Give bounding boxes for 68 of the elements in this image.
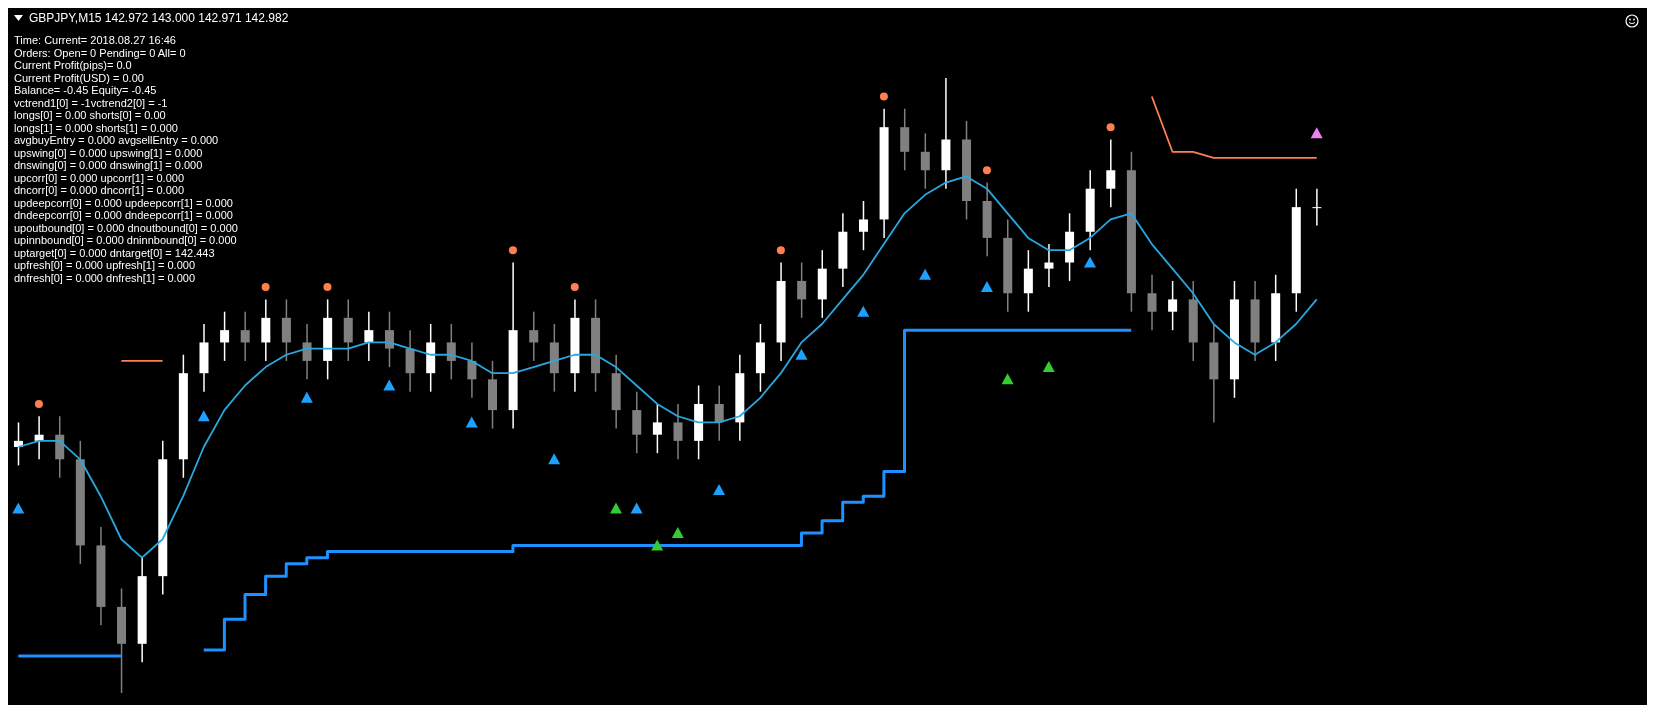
candlestick bbox=[797, 261, 807, 319]
point bbox=[919, 268, 932, 280]
point bbox=[671, 527, 684, 539]
candlestick bbox=[1168, 280, 1178, 331]
annotation: dnswing[0] = 0.000 dnswing[1] = 0.000 bbox=[14, 159, 204, 172]
point bbox=[1083, 256, 1096, 268]
annotation: upinnbound[0] = 0.000 dninnbound[0] = 0.000 bbox=[14, 234, 238, 247]
point bbox=[980, 281, 993, 293]
candlestick bbox=[1312, 187, 1322, 227]
annotation: updeepcorr[0] = 0.000 updeepcorr[1] = 0.000 bbox=[14, 196, 234, 209]
annotation: longs[0] = 0.00 shorts[0] = 0.00 bbox=[14, 109, 167, 122]
candlestick bbox=[714, 384, 724, 442]
point bbox=[570, 283, 579, 292]
candlestick bbox=[1044, 243, 1054, 288]
annotation: vctrend1[0] = -1vctrend2[0] = -1 bbox=[14, 96, 169, 109]
candlestick bbox=[529, 310, 539, 362]
point bbox=[34, 399, 43, 408]
candlestick bbox=[652, 403, 662, 454]
candlestick bbox=[384, 310, 394, 368]
point bbox=[795, 348, 808, 360]
point bbox=[776, 246, 785, 255]
point bbox=[323, 283, 332, 292]
point bbox=[12, 502, 25, 514]
point bbox=[609, 502, 622, 514]
annotation: Current Profit(USD) = 0.00 bbox=[14, 71, 145, 84]
point bbox=[1001, 373, 1014, 385]
annotation: dndeepcorr[0] = 0.000 dndeepcorr[1] = 0.000 bbox=[14, 209, 234, 222]
candlestick bbox=[240, 310, 250, 362]
candlestick bbox=[858, 200, 868, 251]
point bbox=[651, 539, 664, 551]
text: Time: Current= 2018.08.27 16:46 bbox=[14, 34, 177, 47]
point bbox=[879, 92, 888, 101]
chart-title: GBPJPY,M15 142.972 143.000 142.971 142.982 bbox=[29, 11, 289, 25]
annotation: upcorr[0] = 0.000 upcorr[1] = 0.000 bbox=[14, 171, 185, 184]
point bbox=[261, 283, 270, 292]
point bbox=[383, 379, 396, 391]
annotation: longs[1] = 0.000 shorts[1] = 0.000 bbox=[14, 121, 179, 134]
annotation: upswing[0] = 0.000 upswing[1] = 0.000 bbox=[14, 146, 204, 159]
candlestick bbox=[467, 341, 477, 399]
annotation: avgbuyEntry = 0.000 avgsellEntry = 0.000 bbox=[14, 134, 220, 147]
point bbox=[300, 391, 313, 403]
candlestick bbox=[220, 310, 230, 362]
text: Orders: Open= 0 Pending= 0 All= 0 bbox=[14, 46, 187, 59]
point bbox=[548, 453, 561, 465]
point bbox=[857, 305, 870, 317]
annotation: upoutbound[0] = 0.000 dnoutbound[0] = 0.000 bbox=[14, 221, 238, 234]
annotation: upfresh[0] = 0.000 upfresh[1] = 0.000 bbox=[14, 259, 197, 272]
annotation: uptarget[0] = 0.000 dntarget[0] = 142.443 bbox=[14, 246, 216, 259]
candlestick bbox=[673, 403, 683, 461]
annotation: dnfresh[0] = 0.000 dnfresh[1] = 0.000 bbox=[14, 271, 197, 284]
point bbox=[508, 246, 517, 255]
text: Current Profit(pips)= 0.0 bbox=[14, 59, 133, 72]
point bbox=[713, 484, 726, 496]
candlestick bbox=[302, 323, 312, 381]
point bbox=[630, 502, 643, 514]
point bbox=[1106, 123, 1115, 132]
point bbox=[465, 416, 478, 428]
annotation: Balance= -0.45 Equity= -0.45 bbox=[14, 84, 158, 97]
candlestick bbox=[446, 323, 456, 381]
candlestick bbox=[364, 310, 374, 362]
point bbox=[1310, 127, 1323, 139]
candlestick bbox=[920, 132, 930, 190]
annotation: dncorr[0] = 0.000 dncorr[1] = 0.000 bbox=[14, 184, 185, 197]
point bbox=[1042, 361, 1055, 373]
candlestick bbox=[1106, 138, 1116, 208]
candlestick bbox=[1147, 274, 1157, 331]
point bbox=[197, 410, 210, 422]
point bbox=[982, 166, 991, 175]
